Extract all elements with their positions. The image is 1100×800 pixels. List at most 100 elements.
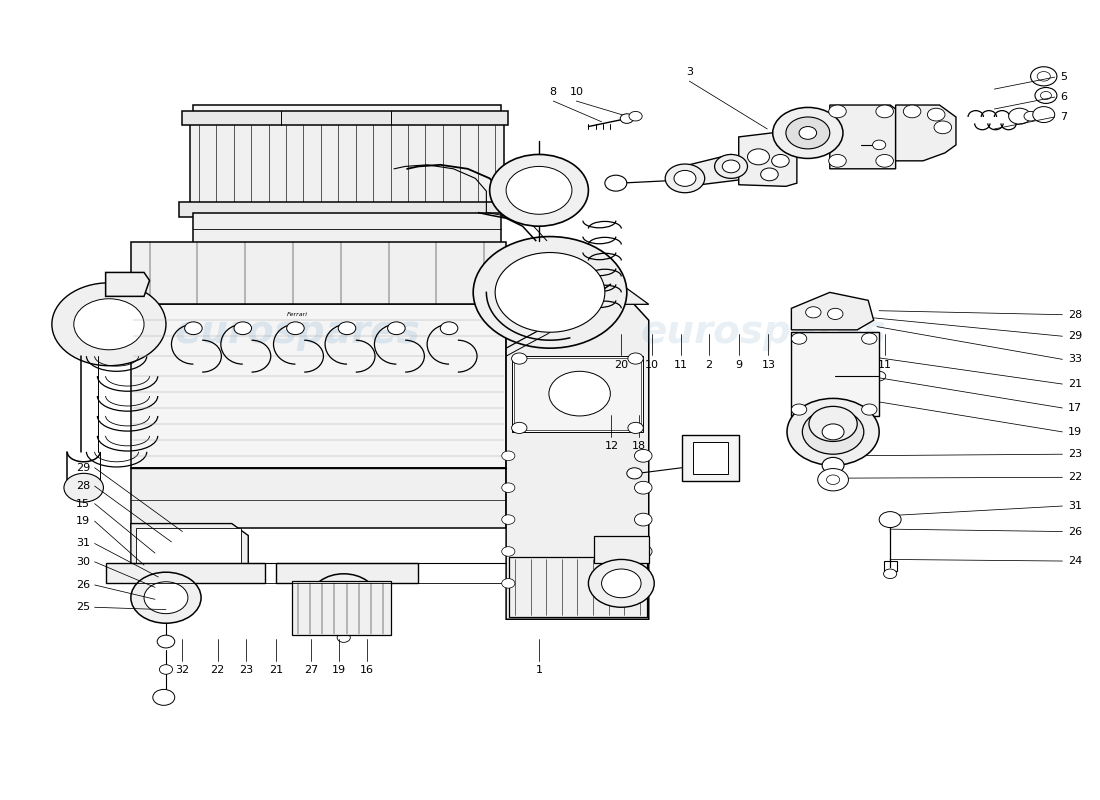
Circle shape: [715, 154, 748, 178]
Text: 16: 16: [360, 666, 374, 675]
Text: 28: 28: [76, 481, 90, 491]
Circle shape: [876, 154, 893, 167]
Circle shape: [234, 322, 252, 334]
Circle shape: [473, 237, 627, 348]
Polygon shape: [506, 277, 649, 304]
Text: 20: 20: [614, 360, 628, 370]
Circle shape: [791, 404, 806, 415]
Circle shape: [160, 665, 173, 674]
Circle shape: [620, 114, 634, 123]
Circle shape: [324, 583, 363, 612]
Text: 12: 12: [604, 442, 618, 451]
Text: 31: 31: [1068, 501, 1082, 511]
Circle shape: [799, 126, 816, 139]
Circle shape: [1009, 108, 1031, 124]
Circle shape: [876, 105, 893, 118]
Polygon shape: [194, 105, 500, 125]
Circle shape: [506, 166, 572, 214]
Circle shape: [1033, 106, 1055, 122]
Polygon shape: [276, 563, 418, 583]
Circle shape: [628, 353, 643, 364]
Bar: [190, 123, 504, 213]
Circle shape: [588, 559, 654, 607]
Circle shape: [387, 322, 405, 334]
Text: 19: 19: [1068, 427, 1082, 437]
Circle shape: [674, 170, 696, 186]
Text: 29: 29: [76, 462, 90, 473]
Text: 17: 17: [1068, 403, 1082, 413]
Circle shape: [883, 569, 896, 578]
Circle shape: [1024, 111, 1037, 121]
Polygon shape: [106, 273, 150, 296]
Text: 19: 19: [76, 516, 90, 526]
Polygon shape: [895, 105, 956, 161]
Bar: [136, 527, 241, 563]
Circle shape: [502, 515, 515, 524]
Polygon shape: [183, 111, 508, 125]
Bar: [509, 557, 647, 617]
Circle shape: [52, 283, 166, 366]
Circle shape: [311, 574, 376, 622]
Polygon shape: [194, 213, 500, 245]
Circle shape: [502, 578, 515, 588]
Circle shape: [337, 633, 350, 642]
Circle shape: [872, 140, 886, 150]
Circle shape: [502, 546, 515, 556]
Circle shape: [785, 117, 829, 149]
Text: 7: 7: [1060, 112, 1067, 122]
Circle shape: [802, 410, 864, 454]
Polygon shape: [739, 130, 796, 186]
Text: 3: 3: [685, 67, 693, 77]
Text: 2: 2: [705, 360, 713, 370]
Circle shape: [826, 475, 839, 485]
Text: 15: 15: [76, 498, 90, 509]
Polygon shape: [131, 468, 506, 527]
Circle shape: [338, 322, 355, 334]
Circle shape: [440, 322, 458, 334]
Text: 21: 21: [268, 666, 283, 675]
Text: 10: 10: [645, 360, 659, 370]
Circle shape: [828, 105, 846, 118]
Text: 11: 11: [878, 360, 892, 370]
Text: 13: 13: [761, 360, 776, 370]
Text: 14: 14: [792, 360, 806, 370]
Circle shape: [629, 111, 642, 121]
Circle shape: [1037, 71, 1050, 81]
Text: 24: 24: [1068, 556, 1082, 566]
Circle shape: [791, 333, 806, 344]
Text: 19: 19: [332, 666, 346, 675]
Circle shape: [827, 308, 843, 319]
Circle shape: [635, 450, 652, 462]
Text: 23: 23: [239, 666, 253, 675]
Polygon shape: [106, 563, 265, 583]
Text: 6: 6: [1060, 92, 1067, 102]
Circle shape: [144, 582, 188, 614]
Circle shape: [879, 512, 901, 527]
Circle shape: [772, 107, 843, 158]
Circle shape: [512, 422, 527, 434]
Circle shape: [495, 253, 605, 332]
Circle shape: [817, 469, 848, 491]
Circle shape: [502, 483, 515, 493]
Text: eurospares: eurospares: [175, 314, 420, 351]
Bar: [693, 442, 728, 474]
Bar: [682, 435, 739, 482]
Polygon shape: [791, 292, 873, 330]
Polygon shape: [506, 288, 649, 619]
Text: 30: 30: [76, 557, 90, 567]
Text: 28: 28: [1068, 310, 1082, 320]
Polygon shape: [131, 523, 249, 567]
Circle shape: [666, 164, 705, 193]
Text: 11: 11: [673, 360, 688, 370]
Circle shape: [903, 105, 921, 118]
Polygon shape: [883, 561, 896, 571]
Text: 29: 29: [1068, 331, 1082, 342]
Circle shape: [786, 398, 879, 466]
Circle shape: [512, 353, 527, 364]
Circle shape: [74, 298, 144, 350]
Circle shape: [64, 474, 103, 502]
Text: 23: 23: [1068, 450, 1082, 459]
Circle shape: [828, 154, 846, 167]
Text: 26: 26: [76, 580, 90, 590]
Circle shape: [861, 333, 877, 344]
